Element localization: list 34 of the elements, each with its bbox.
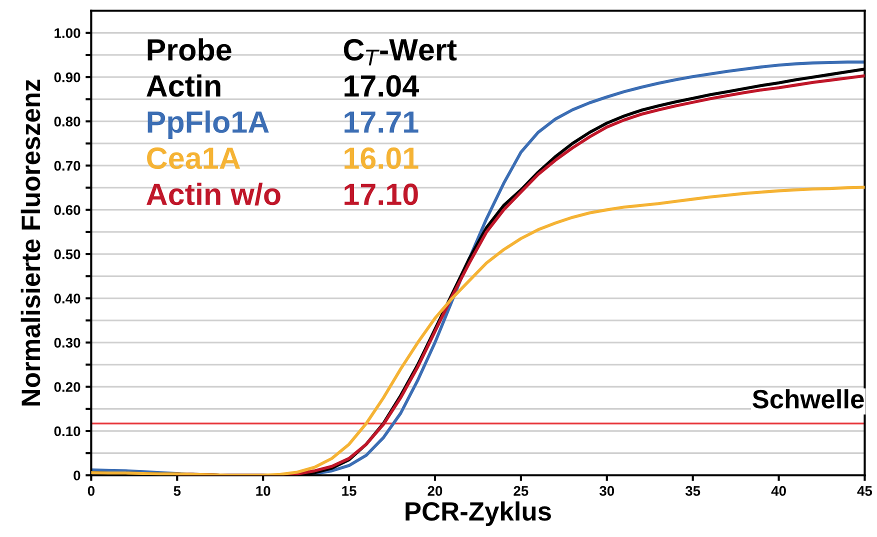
x-axis-title: PCR-Zyklus — [406, 501, 551, 526]
text: Cea1A — [147, 147, 240, 170]
x-tick-label: 35 — [685, 486, 700, 496]
annotation: 17.10 — [344, 184, 418, 206]
y-axis-title: Normalisierte Fluoreszenz — [20, 80, 40, 406]
y-tick-label: 0.10 — [54, 426, 80, 436]
y-tick-label: 0.80 — [54, 116, 80, 127]
annotation: 17.04 — [344, 75, 419, 97]
y-tick-label: 0.40 — [54, 294, 80, 304]
text: Actin w/o — [146, 182, 280, 206]
y-tick-label: 0.30 — [54, 338, 80, 348]
x-tick-label: 10 — [256, 486, 270, 496]
x-tick-label: 30 — [599, 486, 614, 496]
y-tick-label: 0.90 — [54, 72, 80, 82]
x-tick-label: 45 — [857, 486, 872, 496]
text: Actin — [146, 74, 220, 97]
y-tick-label: 0.20 — [54, 382, 80, 392]
y-tick-label: 0.50 — [54, 249, 80, 260]
x-tick-label: 0 — [88, 486, 94, 496]
y-tick-label: 1.00 — [54, 28, 80, 38]
x-tick-label: 40 — [771, 486, 786, 496]
annotation: Probe — [148, 38, 232, 61]
x-tick-label: 15 — [342, 486, 356, 496]
y-tick-label: 0 — [74, 470, 80, 480]
text: PpFlo1A — [148, 110, 269, 139]
annotation: 16.01 — [344, 147, 418, 170]
annotation: 17.71 — [344, 112, 418, 133]
annotation: C$_{T}$-Wert — [344, 38, 457, 66]
x-tick-label: 25 — [514, 486, 528, 496]
x-tick-label: 5 — [174, 486, 181, 496]
y-tick-label: 0.70 — [54, 160, 80, 171]
ref-line-label: Schwelle — [752, 389, 864, 409]
x-tick-label: 20 — [428, 486, 442, 496]
y-tick-label: 0.60 — [54, 205, 80, 215]
